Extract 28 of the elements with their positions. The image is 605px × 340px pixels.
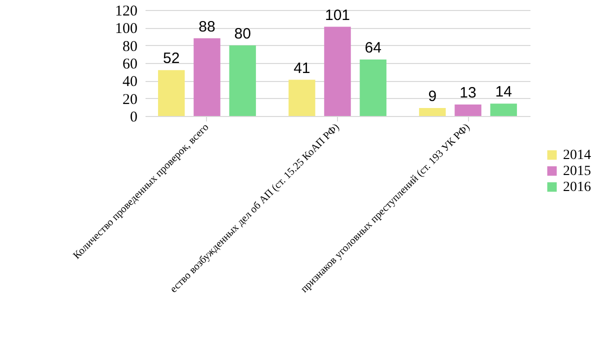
data-label: 101 xyxy=(324,6,350,24)
legend-label: 2016 xyxy=(563,180,591,195)
data-label: 88 xyxy=(198,18,216,36)
bar xyxy=(454,104,482,116)
y-tick-label: 100 xyxy=(115,21,138,38)
bar xyxy=(324,26,351,116)
bar xyxy=(360,59,386,116)
bar xyxy=(419,108,446,116)
y-tick-label: 0 xyxy=(130,110,138,126)
y-tick-label: 120 xyxy=(115,4,138,20)
data-label: 14 xyxy=(495,84,512,101)
data-label: 41 xyxy=(294,60,310,77)
bar xyxy=(158,70,185,116)
legend-label: 2015 xyxy=(563,164,591,179)
bar xyxy=(288,80,316,116)
y-tick-label: 60 xyxy=(122,56,138,72)
bar xyxy=(194,38,220,116)
data-label: 80 xyxy=(234,25,251,42)
y-tick-label: 20 xyxy=(122,92,138,108)
bar xyxy=(490,104,517,116)
bar xyxy=(229,45,256,116)
y-tick-label: 40 xyxy=(122,74,138,90)
data-label: 52 xyxy=(163,50,180,68)
data-label: 13 xyxy=(460,84,476,102)
data-label: 9 xyxy=(428,88,437,106)
legend-label: 2014 xyxy=(563,148,591,163)
data-label: 64 xyxy=(364,39,382,56)
y-tick-label: 80 xyxy=(122,38,138,55)
